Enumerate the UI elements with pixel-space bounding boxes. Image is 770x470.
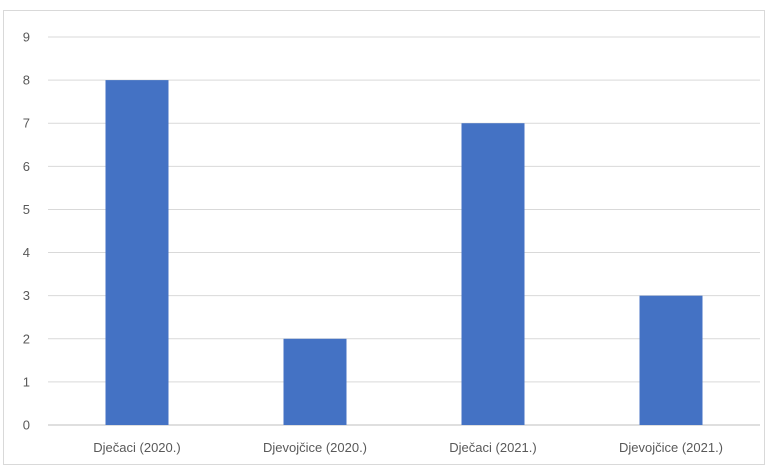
y-tick-label: 1: [23, 374, 30, 389]
bar: [639, 295, 703, 425]
bar: [283, 338, 347, 425]
bar: [461, 123, 525, 425]
x-tick-label: Djevojčice (2021.): [619, 440, 723, 455]
y-tick-label: 6: [23, 159, 30, 174]
y-tick-label: 7: [23, 116, 30, 131]
bars: [105, 80, 703, 425]
y-tick-label: 4: [23, 245, 30, 260]
y-tick-label: 0: [23, 418, 30, 433]
y-tick-label: 3: [23, 288, 30, 303]
x-axis-ticks: Dječaci (2020.) Djevojčice (2020.) Dječaci…: [93, 440, 723, 455]
y-axis-ticks: 0 1 2 3 4 5 6 7 8 9: [23, 30, 30, 433]
x-tick-label: Dječaci (2020.): [93, 440, 180, 455]
y-tick-label: 5: [23, 202, 30, 217]
y-tick-label: 9: [23, 30, 30, 45]
y-tick-label: 2: [23, 331, 30, 346]
bar: [105, 80, 169, 425]
x-tick-label: Djevojčice (2020.): [263, 440, 367, 455]
y-tick-label: 8: [23, 73, 30, 88]
x-tick-label: Dječaci (2021.): [449, 440, 536, 455]
